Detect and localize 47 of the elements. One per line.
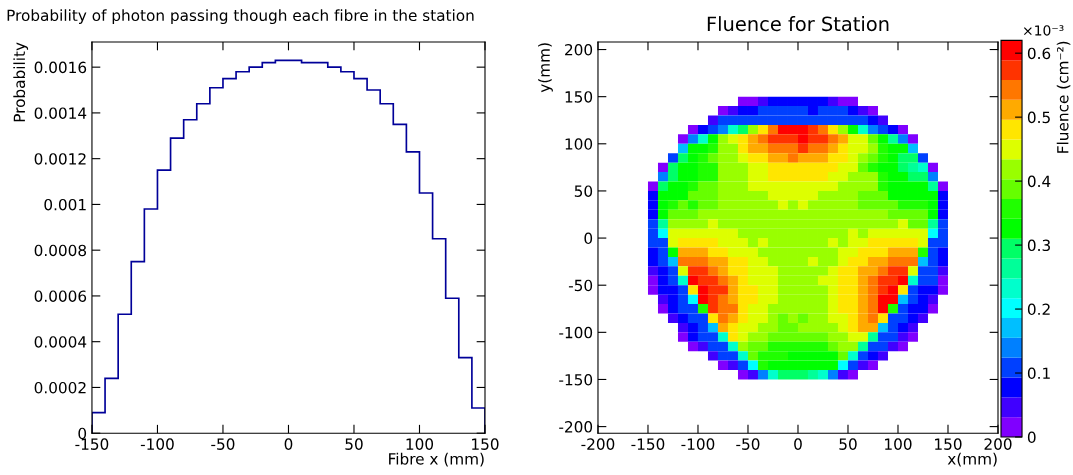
- y-tick-label: -100: [559, 326, 593, 339]
- y-axis-title: y(mm): [538, 43, 553, 93]
- y-tick-label: 50: [574, 185, 593, 197]
- y-tick-label: 0.0014: [34, 107, 87, 119]
- y-tick-label: 0.001: [44, 198, 86, 211]
- y-tick-label: 150: [565, 91, 593, 103]
- x-tick-label: -150: [75, 438, 109, 450]
- x-tick-label: -150: [631, 438, 665, 450]
- x-tick-label: 100: [406, 438, 434, 450]
- color-bar-label: 0.1: [1027, 367, 1050, 380]
- x-tick-label: 150: [935, 438, 962, 450]
- y-axis-title: Probability: [13, 42, 29, 122]
- y-tick-label: 0.0008: [34, 244, 87, 257]
- x-tick-label: -100: [681, 438, 715, 450]
- y-tick-label: 0.0006: [34, 290, 87, 302]
- y-tick-label: 0: [584, 232, 593, 245]
- y-tick-label: 0: [78, 427, 87, 440]
- x-tick-label: 200: [984, 438, 1012, 450]
- y-tick-label: 0.0016: [34, 61, 87, 74]
- chart-title: Probability of photon passing though each fibre in the station: [7, 9, 474, 25]
- y-tick-label: -150: [559, 373, 593, 386]
- color-bar-label: 0.2: [1027, 303, 1050, 316]
- y-tick-label: 0.0012: [34, 153, 86, 165]
- color-bar-label: 0.5: [1027, 111, 1050, 124]
- x-tick-label: 50: [345, 438, 363, 450]
- x-tick-label: -100: [140, 438, 174, 450]
- color-bar-label: 0.4: [1027, 175, 1051, 188]
- x-tick-label: 100: [885, 438, 912, 450]
- color-bar-label: 0.3: [1027, 239, 1050, 252]
- x-tick-label: 150: [472, 438, 499, 450]
- chart-title: Fluence for Station: [707, 16, 889, 32]
- x-tick-label: -50: [736, 438, 760, 450]
- color-bar-title: Fluence (cm⁻²): [1056, 41, 1071, 153]
- x-tick-label: 0: [284, 438, 293, 450]
- x-tick-label: -50: [211, 438, 235, 450]
- x-tick-label: 0: [794, 438, 802, 450]
- text: ×10⁻³: [1023, 25, 1064, 36]
- x-axis-title: Fibre x (mm): [389, 452, 484, 467]
- x-axis-title: x(mm): [947, 452, 997, 467]
- y-tick-label: 100: [565, 138, 593, 150]
- y-tick-label: 0.0002: [34, 381, 86, 394]
- y-tick-label: 200: [565, 44, 593, 56]
- y-tick-label: 0.0004: [34, 336, 87, 348]
- color-bar-label: 0.6: [1027, 47, 1051, 60]
- y-tick-label: -50: [568, 279, 593, 292]
- y-tick-label: -200: [559, 421, 593, 433]
- x-tick-label: 50: [839, 438, 857, 450]
